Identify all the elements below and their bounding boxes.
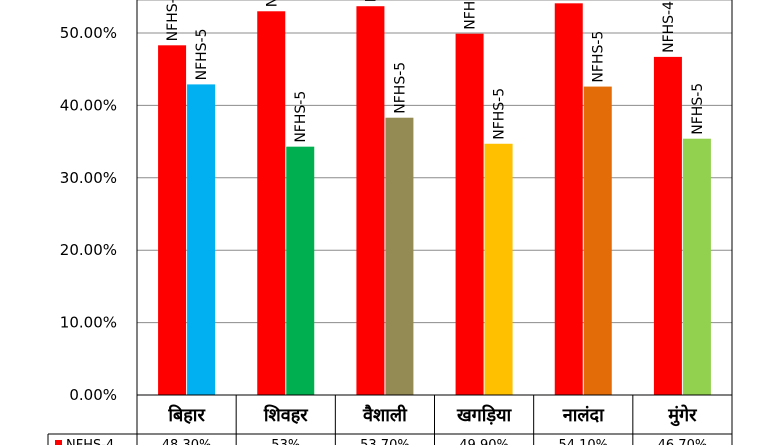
table-value: 53.70%: [360, 438, 410, 445]
bar-label-nfhs4: NFHS-4: [264, 0, 280, 7]
table-series-name: NFHS-4: [66, 438, 114, 445]
bar-label-nfhs4: NFHS-4: [463, 0, 479, 30]
y-tick-label: 10.00%: [60, 314, 117, 332]
bar-nfhs5-4: [583, 86, 612, 396]
bar-nfhs4-5: [653, 56, 682, 395]
bar-label-nfhs5: NFHS-5: [492, 88, 508, 140]
bar-series-labels: NFHS-4 NFHS-5 NFHS-4 NFHS-5 NFHS-4 NFHS-5 NFHS…: [165, 0, 706, 143]
table-value: 46.70%: [658, 438, 708, 445]
category-label: वैशाली: [362, 404, 408, 426]
bar-label-nfhs4: NFHS-4: [165, 0, 181, 41]
y-axis-tick-labels: 0.00% 10.00% 20.00% 30.00% 40.00% 50.00%: [60, 24, 117, 404]
bar-nfhs4-0: [158, 45, 187, 396]
axes: [47, 0, 733, 445]
y-tick-label: 50.00%: [60, 24, 117, 42]
bar-nfhs5-2: [385, 117, 414, 395]
table-value: 53%: [271, 438, 300, 445]
bar-nfhs4-1: [257, 11, 286, 396]
category-label: मुंगेर: [667, 404, 697, 427]
bar-label-nfhs4: NFHS-4: [661, 1, 677, 53]
table-value: 54.10%: [558, 438, 608, 445]
gridlines: [137, 0, 732, 396]
bar-nfhs5-0: [187, 84, 216, 396]
bar-label-nfhs5: NFHS-5: [392, 62, 408, 114]
bar-nfhs5-3: [484, 143, 513, 395]
y-tick-label: 20.00%: [60, 241, 117, 259]
bar-nfhs4-4: [554, 3, 583, 395]
bar-nfhs4-3: [455, 33, 484, 395]
bar-label-nfhs5: NFHS-5: [293, 91, 309, 143]
category-label: नालंदा: [562, 405, 605, 426]
x-axis-category-labels: बिहार शिवहर वैशाली खगड़िया नालंदा मुंगेर: [167, 404, 697, 427]
category-label: शिवहर: [263, 404, 308, 426]
bar-nfhs5-5: [682, 138, 711, 396]
table-value: 49.90%: [459, 438, 509, 445]
bars: [158, 3, 711, 396]
table-legend-key-nfhs4: [55, 440, 62, 445]
bar-nfhs5-1: [286, 146, 315, 395]
data-table: NFHS-4 48.30% 53% 53.70% 49.90% 54.10% 46.70%: [55, 438, 707, 445]
bar-nfhs4-2: [356, 6, 385, 395]
bar-label-nfhs5: NFHS-5: [690, 83, 706, 135]
category-label: खगड़िया: [456, 404, 513, 426]
category-label: बिहार: [167, 404, 205, 426]
y-tick-label: 40.00%: [60, 96, 117, 114]
y-tick-label: 30.00%: [60, 169, 117, 187]
bar-label-nfhs5: NFHS-5: [194, 28, 210, 80]
y-tick-label: 0.00%: [69, 386, 117, 404]
table-value: 48.30%: [162, 438, 212, 445]
bar-label-nfhs5: NFHS-5: [591, 31, 607, 83]
bar-label-nfhs4: NFHS-4: [363, 0, 379, 2]
